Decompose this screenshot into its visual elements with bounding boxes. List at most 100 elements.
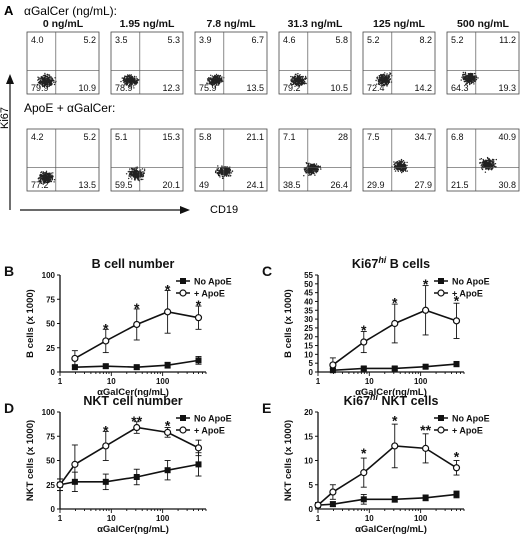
data-point bbox=[102, 363, 109, 370]
significance-mark: * bbox=[423, 276, 429, 292]
flow-plot: 4.2 5.2 77.2 13.5 bbox=[26, 128, 100, 192]
legend-marker bbox=[179, 426, 187, 434]
flow-plot-frame bbox=[446, 31, 520, 95]
y-tick-label: 0 bbox=[51, 505, 56, 514]
y-tick-label: 0 bbox=[309, 505, 314, 514]
series-plus-apoe bbox=[56, 421, 203, 492]
significance-mark: * bbox=[103, 422, 109, 438]
legend-marker bbox=[179, 289, 187, 297]
y-tick-label: 45 bbox=[304, 289, 313, 298]
legend-marker bbox=[438, 415, 444, 421]
concentration-label: 125 ng/mL bbox=[373, 18, 426, 30]
y-tick-label: 20 bbox=[304, 408, 313, 417]
data-point bbox=[422, 444, 430, 452]
legend-label: + ApoE bbox=[452, 289, 483, 299]
panel-letter: D bbox=[4, 400, 14, 416]
legend-label: + ApoE bbox=[452, 426, 483, 436]
significance-mark: * bbox=[392, 412, 398, 428]
quadrant-upper-left: 3.9 bbox=[199, 35, 212, 45]
legend-label: No ApoE bbox=[452, 277, 490, 287]
quadrant-upper-right: 5.3 bbox=[167, 35, 180, 45]
y-tick-label: 75 bbox=[46, 295, 55, 304]
quadrant-lower-right: 20.1 bbox=[162, 180, 180, 190]
significance-mark: ** bbox=[131, 413, 142, 429]
quadrant-lower-right: 27.9 bbox=[414, 180, 432, 190]
chart-title: B cell number bbox=[92, 257, 175, 271]
quadrant-upper-right: 8.2 bbox=[419, 35, 432, 45]
concentration-label: 31.3 ng/mL bbox=[288, 18, 343, 30]
data-point bbox=[71, 364, 78, 371]
x-tick-label: 1 bbox=[58, 377, 63, 386]
significance-mark: * bbox=[196, 297, 202, 313]
quadrant-upper-left: 5.2 bbox=[451, 35, 464, 45]
significance-mark: * bbox=[361, 322, 367, 338]
flow-plot: 5.1 15.3 59.5 20.1 bbox=[110, 128, 184, 192]
quadrant-upper-left: 5.2 bbox=[367, 35, 380, 45]
data-point bbox=[133, 364, 140, 371]
quadrant-lower-right: 13.5 bbox=[246, 83, 264, 93]
flow-plot-frame bbox=[110, 128, 184, 192]
ki67-axis-label: Ki67 bbox=[0, 107, 11, 129]
x-tick-label: 10 bbox=[107, 377, 116, 386]
quadrant-lower-left: 49 bbox=[199, 180, 209, 190]
quadrant-upper-left: 7.5 bbox=[367, 132, 380, 142]
series-no-apoe bbox=[57, 452, 202, 492]
data-point bbox=[453, 491, 460, 498]
quadrant-lower-right: 30.8 bbox=[498, 180, 516, 190]
significance-mark: * bbox=[361, 445, 367, 461]
flow-plot: 3.5 5.3 78.9 12.3 bbox=[110, 31, 184, 95]
flow-plot: 3.9 6.7 75.9 13.5 bbox=[194, 31, 268, 95]
x-tick-label: 100 bbox=[414, 514, 428, 523]
legend-marker bbox=[180, 278, 186, 284]
series-no-apoe bbox=[315, 490, 460, 509]
quadrant-upper-left: 7.1 bbox=[283, 132, 296, 142]
data-point bbox=[452, 317, 461, 325]
significance-mark: * bbox=[103, 320, 109, 336]
data-point bbox=[195, 461, 202, 468]
series-line bbox=[59, 463, 199, 486]
series-line bbox=[59, 426, 199, 486]
quadrant-lower-right: 10.9 bbox=[78, 83, 96, 93]
y-tick-label: 25 bbox=[46, 344, 55, 353]
legend-label: + ApoE bbox=[194, 426, 225, 436]
data-point bbox=[102, 337, 110, 345]
data-point bbox=[314, 501, 322, 509]
legend-label: No ApoE bbox=[452, 414, 490, 424]
data-point bbox=[133, 423, 141, 432]
legend-marker bbox=[437, 426, 445, 434]
legend-marker bbox=[437, 289, 445, 297]
y-axis-label: B cells (x 1000) bbox=[283, 289, 294, 358]
data-point bbox=[422, 363, 429, 370]
flow-plots: 0 ng/mL 4.0 5.2 79.9 10.9 1.95 ng/mL 3.5 5.3 78.… bbox=[26, 18, 520, 192]
concentration-label: 0 ng/mL bbox=[43, 18, 84, 30]
chart-e: E Ki67hi NKT cells 0 5 10 15 20 1 10 100αGalCer(n… bbox=[262, 392, 490, 535]
flow-plot-frame bbox=[278, 128, 352, 192]
x-tick-label: 10 bbox=[365, 377, 374, 386]
x-tick-label: 10 bbox=[107, 514, 116, 523]
panel-letter: B bbox=[4, 263, 14, 279]
quadrant-lower-right: 26.4 bbox=[330, 180, 348, 190]
flow-plot: 4.0 5.2 79.9 10.9 bbox=[26, 31, 100, 95]
flow-plot: 6.8 40.9 21.5 30.8 bbox=[446, 128, 520, 192]
row2-title: ApoE + αGalCer: bbox=[24, 101, 115, 115]
legend-label: No ApoE bbox=[194, 277, 232, 287]
quadrant-lower-right: 14.2 bbox=[414, 83, 432, 93]
y-tick-label: 30 bbox=[304, 315, 313, 324]
x-axis-label: αGalCer(ng/mL) bbox=[355, 524, 427, 535]
y-tick-label: 75 bbox=[46, 432, 55, 441]
flow-plot: 5.2 8.2 72.4 14.2 bbox=[362, 31, 436, 95]
y-tick-label: 35 bbox=[304, 306, 313, 315]
quadrant-lower-left: 72.4 bbox=[367, 83, 385, 93]
panel-letter: E bbox=[262, 400, 271, 416]
y-tick-label: 100 bbox=[42, 408, 56, 417]
data-point bbox=[422, 306, 430, 314]
data-point bbox=[452, 464, 461, 472]
y-tick-label: 20 bbox=[304, 333, 313, 342]
x-tick-label: 1 bbox=[316, 377, 321, 386]
data-point bbox=[56, 481, 64, 489]
data-point bbox=[164, 428, 172, 436]
x-tick-label: 10 bbox=[365, 514, 374, 523]
